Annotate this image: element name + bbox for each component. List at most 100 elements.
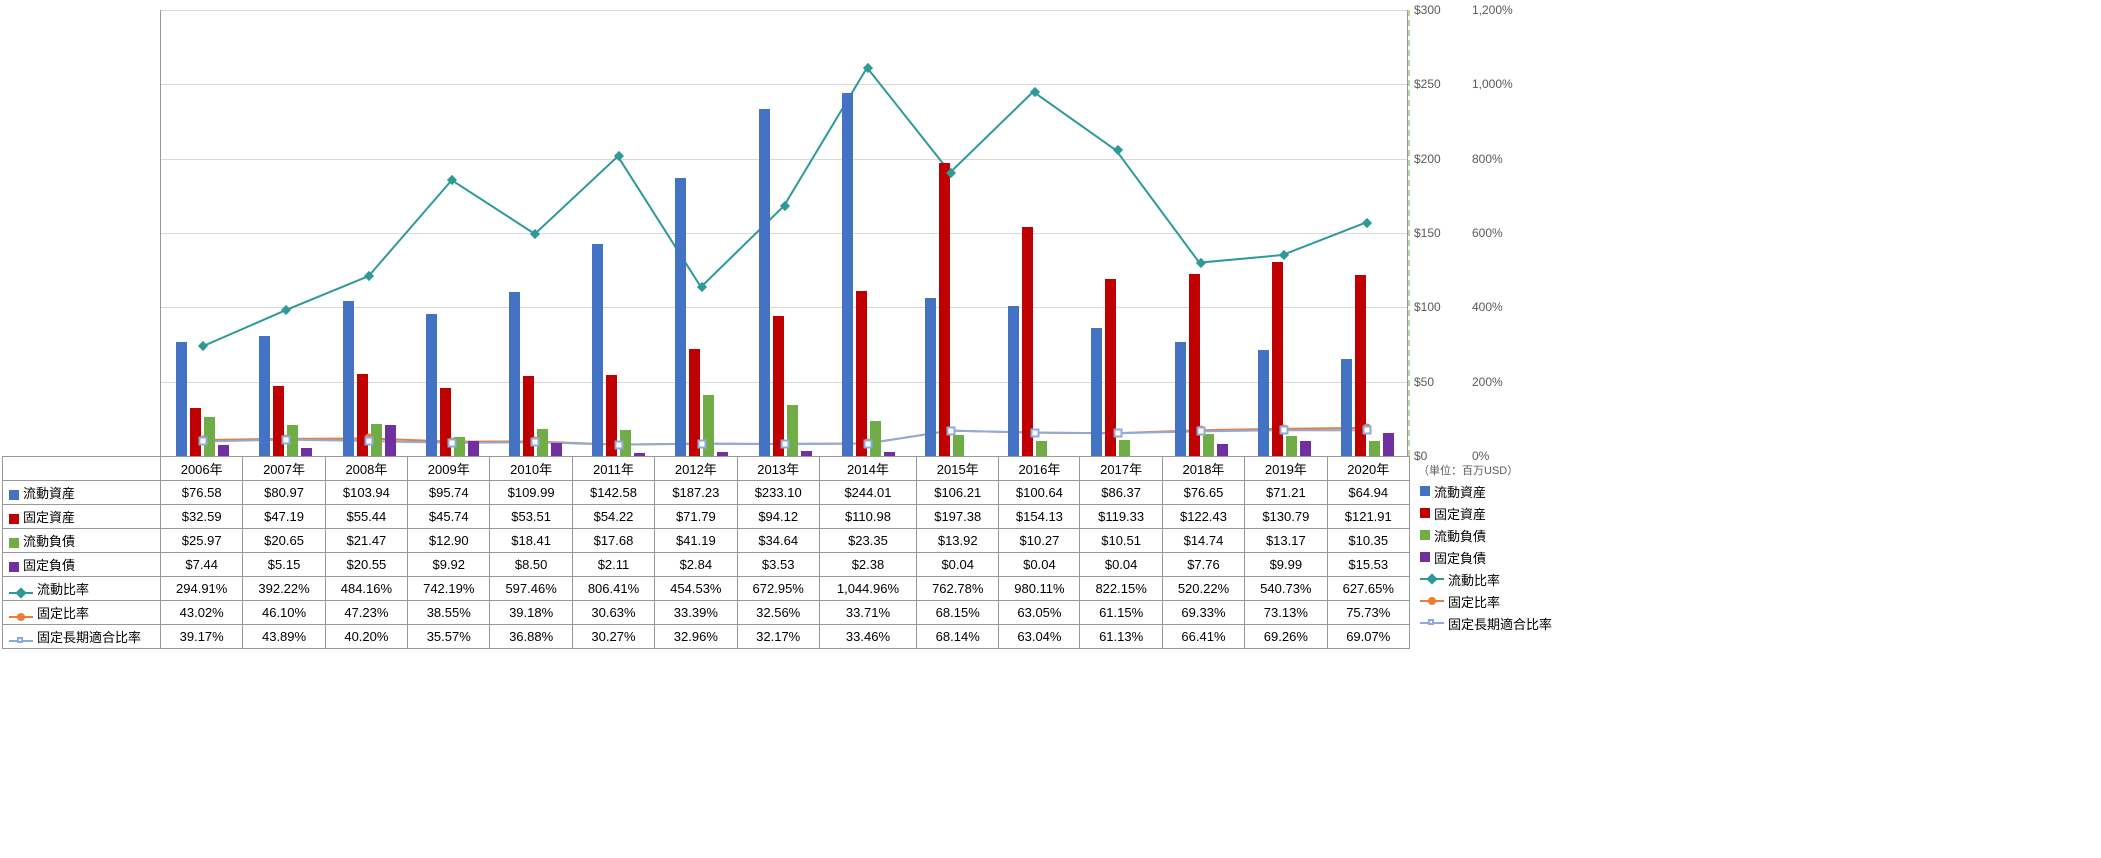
table-cell: $122.43	[1162, 505, 1244, 529]
y-tick-right: 1,000%	[1472, 77, 1513, 91]
marker-fixed_lt_ratio	[614, 440, 623, 449]
table-row: 固定長期適合比率39.17%43.89%40.20%35.57%36.88%30…	[3, 625, 1410, 649]
table-cell: 822.15%	[1080, 577, 1162, 601]
marker-fixed_lt_ratio	[281, 435, 290, 444]
bar-current_assets	[1008, 306, 1019, 456]
table-cell: 32.96%	[655, 625, 737, 649]
legend-label: 固定長期適合比率	[1448, 614, 1552, 633]
table-year-header: 2012年	[655, 457, 737, 481]
table-cell: $103.94	[325, 481, 407, 505]
table-year-header: 2014年	[819, 457, 916, 481]
table-cell: 294.91%	[161, 577, 243, 601]
bar-current_assets	[842, 93, 853, 456]
legend-label: 固定負債	[1434, 548, 1486, 567]
table-cell: 38.55%	[408, 601, 490, 625]
table-cell: $9.92	[408, 553, 490, 577]
table-year-header: 2009年	[408, 457, 490, 481]
table-row: 固定負債$7.44$5.15$20.55$9.92$8.50$2.11$2.84…	[3, 553, 1410, 577]
table-year-header: 2008年	[325, 457, 407, 481]
legend-item: 固定長期適合比率	[1420, 612, 1570, 634]
bar-fixed_assets	[1022, 227, 1033, 456]
table-cell: 30.63%	[572, 601, 654, 625]
bar-fixed_assets	[939, 163, 950, 456]
table-cell: $10.51	[1080, 529, 1162, 553]
table-year-header: 2007年	[243, 457, 325, 481]
marker-fixed_lt_ratio	[864, 439, 873, 448]
y-tick-left: $50	[1414, 375, 1434, 389]
marker-current_ratio	[198, 341, 208, 351]
y-tick-left: $0	[1414, 449, 1427, 463]
table-cell: $18.41	[490, 529, 572, 553]
table-year-header: 2006年	[161, 457, 243, 481]
table-cell: 63.05%	[999, 601, 1080, 625]
table-cell: $76.58	[161, 481, 243, 505]
marker-current_ratio	[281, 305, 291, 315]
bar-fixed_assets	[856, 291, 867, 456]
marker-current_ratio	[447, 175, 457, 185]
table-row: 固定比率43.02%46.10%47.23%38.55%39.18%30.63%…	[3, 601, 1410, 625]
marker-fixed_lt_ratio	[198, 437, 207, 446]
right-axis-guide	[1408, 10, 1410, 456]
y-tick-right: 0%	[1472, 449, 1489, 463]
table-row-header: 固定負債	[3, 553, 161, 577]
bar-current_assets	[675, 178, 686, 456]
marker-current_ratio	[780, 201, 790, 211]
table-cell: $0.04	[1080, 553, 1162, 577]
table-cell: $32.59	[161, 505, 243, 529]
bar-current_assets	[1341, 359, 1352, 456]
table-cell: $71.79	[655, 505, 737, 529]
table-cell: $154.13	[999, 505, 1080, 529]
table-cell: 75.73%	[1327, 601, 1409, 625]
table-cell: $142.58	[572, 481, 654, 505]
bar-current_liab	[1036, 441, 1047, 456]
table-year-header: 2010年	[490, 457, 572, 481]
table-row-header: 流動資産	[3, 481, 161, 505]
table-cell: 392.22%	[243, 577, 325, 601]
table-cell: 73.13%	[1245, 601, 1327, 625]
table-cell: 61.15%	[1080, 601, 1162, 625]
table-cell: $12.90	[408, 529, 490, 553]
data-table: 2006年2007年2008年2009年2010年2011年2012年2013年…	[2, 456, 1410, 649]
table-cell: 1,044.96%	[819, 577, 916, 601]
marker-fixed_lt_ratio	[365, 437, 374, 446]
table-cell: $20.65	[243, 529, 325, 553]
table-cell: $13.17	[1245, 529, 1327, 553]
legend-label: 流動資産	[1434, 482, 1486, 501]
series-label: 固定長期適合比率	[37, 630, 141, 645]
table-cell: 39.17%	[161, 625, 243, 649]
bar-fixed_liab	[385, 425, 396, 456]
table-cell: 32.17%	[737, 625, 819, 649]
bar-fixed_liab	[301, 448, 312, 456]
table-cell: $7.76	[1162, 553, 1244, 577]
y-tick-right: 600%	[1472, 226, 1503, 240]
table-cell: $119.33	[1080, 505, 1162, 529]
bar-current_assets	[343, 301, 354, 456]
bar-current_assets	[176, 342, 187, 456]
bar-current_liab	[1286, 436, 1297, 456]
table-cell: $14.74	[1162, 529, 1244, 553]
table-cell: $0.04	[917, 553, 999, 577]
table-cell: 33.71%	[819, 601, 916, 625]
table-row-header: 固定比率	[3, 601, 161, 625]
table-year-header: 2011年	[572, 457, 654, 481]
marker-fixed_lt_ratio	[1280, 426, 1289, 435]
table-cell: 43.89%	[243, 625, 325, 649]
marker-current_ratio	[1030, 87, 1040, 97]
y-axis-right-percent: 0%200%400%600%800%1,000%1,200%	[1470, 0, 1530, 456]
y-tick-right: 1,200%	[1472, 3, 1513, 17]
table-cell: 627.65%	[1327, 577, 1409, 601]
legend-item: 固定比率	[1420, 590, 1570, 612]
bar-current_assets	[1091, 328, 1102, 456]
table-cell: $64.94	[1327, 481, 1409, 505]
table-cell: $47.19	[243, 505, 325, 529]
bar-fixed_assets	[773, 316, 784, 456]
bar-fixed_liab	[1300, 441, 1311, 456]
table-cell: 68.14%	[917, 625, 999, 649]
table-cell: $2.84	[655, 553, 737, 577]
bar-fixed_liab	[551, 443, 562, 456]
bar-fixed_assets	[190, 408, 201, 456]
table-cell: 63.04%	[999, 625, 1080, 649]
table-cell: $86.37	[1080, 481, 1162, 505]
table-cell: 43.02%	[161, 601, 243, 625]
table-cell: 68.15%	[917, 601, 999, 625]
